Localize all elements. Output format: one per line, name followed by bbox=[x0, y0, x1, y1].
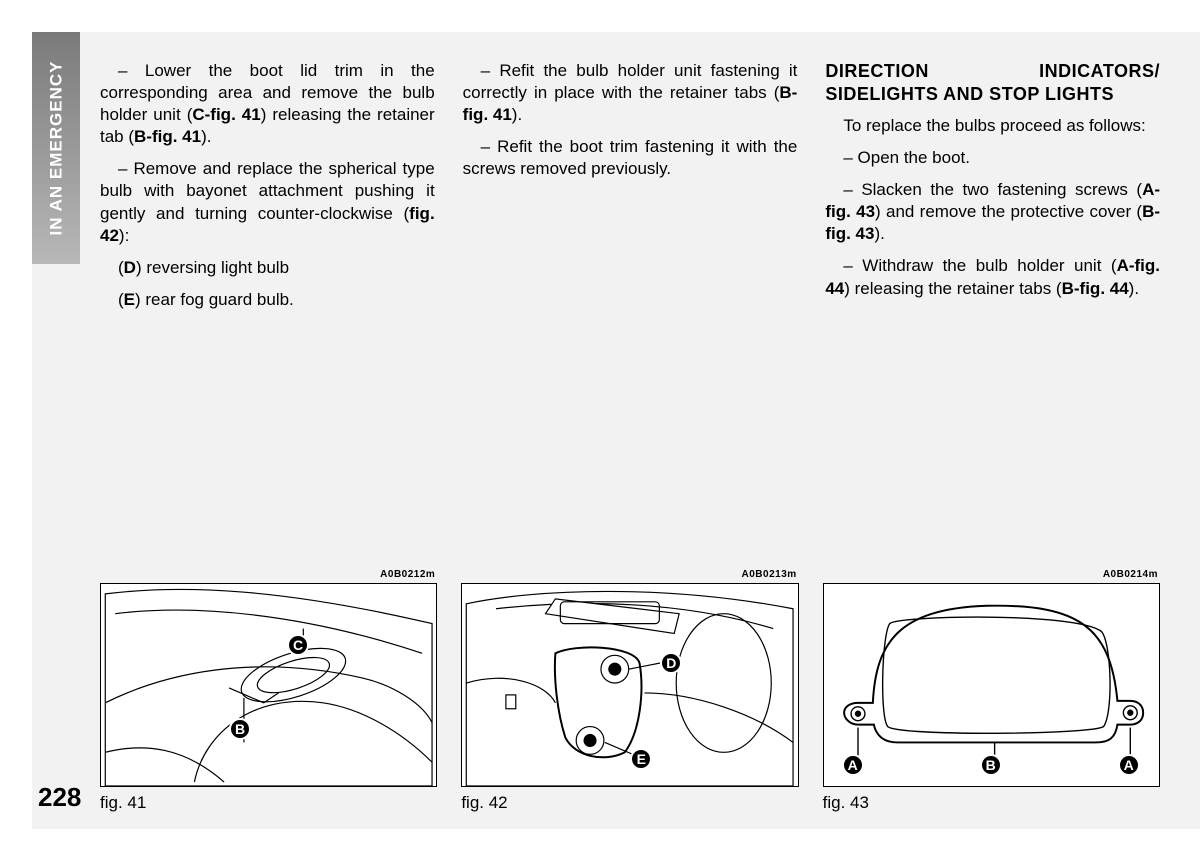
t: – Remove and replace the spherical type … bbox=[100, 159, 435, 222]
t: ): bbox=[119, 226, 129, 245]
para: (E) rear fog guard bulb. bbox=[100, 289, 435, 311]
para: – Lower the boot lid trim in the corresp… bbox=[100, 60, 435, 148]
column-left: – Lower the boot lid trim in the corresp… bbox=[100, 60, 435, 321]
para: – Remove and replace the spherical type … bbox=[100, 158, 435, 246]
para: – Open the boot. bbox=[825, 147, 1160, 169]
section-tab: IN AN EMERGENCY bbox=[32, 32, 80, 264]
t: ) releasing the retainer tabs ( bbox=[844, 279, 1061, 298]
t-bold: B-fig. 44 bbox=[1062, 279, 1129, 298]
t: ) and remove the protective cover ( bbox=[875, 202, 1142, 221]
t: ). bbox=[1129, 279, 1139, 298]
t-bold: D bbox=[124, 258, 136, 277]
section-heading: DIRECTION INDICATORS/ SIDELIGHTS AND STO… bbox=[825, 60, 1160, 105]
para: – Withdraw the bulb holder unit (A-fig. … bbox=[825, 255, 1160, 299]
t: – Slacken the two fastening screws ( bbox=[843, 180, 1142, 199]
callout-label: C bbox=[287, 634, 309, 656]
t: – Refit the boot trim fastening it with … bbox=[463, 137, 798, 178]
figure-41-illustration bbox=[101, 584, 436, 786]
t-bold: B-fig. 41 bbox=[134, 127, 201, 146]
column-right: DIRECTION INDICATORS/ SIDELIGHTS AND STO… bbox=[825, 60, 1160, 321]
column-middle: – Refit the bulb holder unit fastening i… bbox=[463, 60, 798, 321]
t: ) reversing light bulb bbox=[136, 258, 289, 277]
t: ). bbox=[874, 224, 884, 243]
t: ). bbox=[512, 105, 522, 124]
figure-42: A0B0213m D bbox=[461, 583, 798, 813]
t-bold: E bbox=[124, 290, 135, 309]
figure-caption: fig. 41 bbox=[100, 793, 437, 813]
figure-code: A0B0214m bbox=[1103, 569, 1158, 580]
t: ) rear fog guard bulb. bbox=[135, 290, 294, 309]
para: – Refit the bulb holder unit fastening i… bbox=[463, 60, 798, 126]
callout-label: A bbox=[842, 754, 864, 776]
page-number: 228 bbox=[38, 782, 81, 813]
para: – Slacken the two fastening screws (A-fi… bbox=[825, 179, 1160, 245]
callout-label: B bbox=[980, 754, 1002, 776]
figure-box: D E bbox=[461, 583, 798, 787]
section-tab-label: IN AN EMERGENCY bbox=[46, 61, 66, 236]
figure-box: C B bbox=[100, 583, 437, 787]
t: ). bbox=[201, 127, 211, 146]
figure-caption: fig. 43 bbox=[823, 793, 1160, 813]
figure-caption: fig. 42 bbox=[461, 793, 798, 813]
t-bold: C-fig. 41 bbox=[192, 105, 260, 124]
para: To replace the bulbs proceed as follows: bbox=[825, 115, 1160, 137]
callout-label: A bbox=[1118, 754, 1140, 776]
t: – Refit the bulb holder unit fastening i… bbox=[463, 61, 798, 102]
figure-code: A0B0212m bbox=[380, 569, 435, 580]
figure-code: A0B0213m bbox=[742, 569, 797, 580]
figures-row: A0B0212m C B fig. 41 bbox=[100, 583, 1160, 813]
callout-label: B bbox=[229, 718, 251, 740]
figure-43: A0B0214m A B A fig. 43 bbox=[823, 583, 1160, 813]
para: – Refit the boot trim fastening it with … bbox=[463, 136, 798, 180]
para: (D) reversing light bulb bbox=[100, 257, 435, 279]
figure-41: A0B0212m C B fig. 41 bbox=[100, 583, 437, 813]
text-columns: – Lower the boot lid trim in the corresp… bbox=[100, 60, 1160, 321]
t: – Withdraw the bulb holder unit ( bbox=[843, 256, 1116, 275]
figure-box: A B A bbox=[823, 583, 1160, 787]
